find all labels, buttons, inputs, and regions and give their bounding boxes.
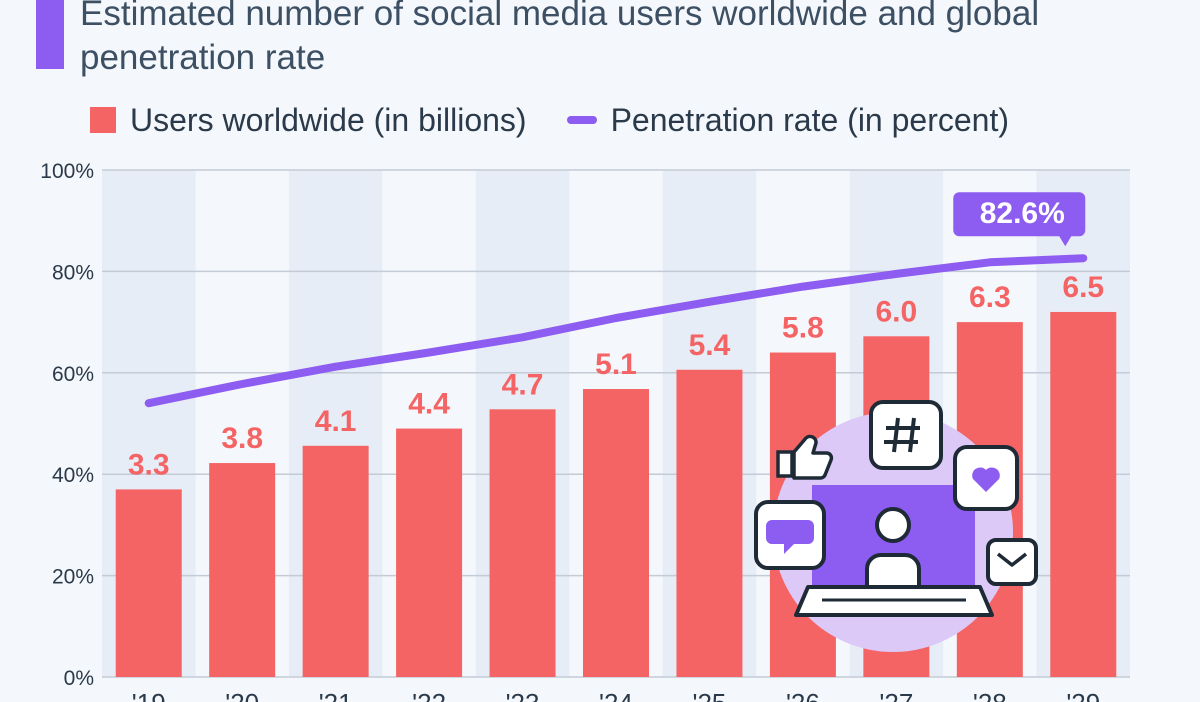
x-tick-label: '21 <box>319 688 353 702</box>
bar-value-label: 3.3 <box>128 448 170 481</box>
bar <box>489 409 556 677</box>
bar <box>115 489 182 677</box>
x-tick-label: '20 <box>225 688 259 702</box>
y-tick-label: 100% <box>40 160 94 183</box>
bar-value-label: 5.1 <box>595 348 637 381</box>
bar <box>302 445 369 677</box>
laptop-user-icon <box>794 485 994 617</box>
hashtag-icon <box>869 400 943 470</box>
envelope-icon <box>986 538 1038 586</box>
x-tick-label: '24 <box>599 688 633 702</box>
bar-value-label: 6.0 <box>876 295 918 328</box>
chat-bubble-icon <box>754 500 826 570</box>
y-axis-ticks: 0% 20% 40% 60% 80% 100% <box>40 160 94 690</box>
callout-box <box>953 192 1086 247</box>
y-tick-label: 0% <box>64 667 94 690</box>
bar <box>1050 311 1117 677</box>
title-accent-bar <box>36 0 64 69</box>
bar-value-label: 3.8 <box>221 422 263 455</box>
legend-label-rate: Penetration rate (in percent) <box>610 101 1009 138</box>
bar-value-label: 6.3 <box>969 281 1011 314</box>
x-tick-label: '22 <box>412 688 446 702</box>
x-tick-label: '23 <box>506 688 540 702</box>
bar-labels: 3.3 3.8 4.1 4.4 4.7 5.1 5.4 5.8 6.0 6.3 6.5 <box>128 271 1104 481</box>
x-tick-label: '29 <box>1066 688 1100 702</box>
x-tick-label: '25 <box>693 688 727 702</box>
x-tick-label: '19 <box>132 688 166 702</box>
chart-title: Estimated number of social media users w… <box>80 0 1040 77</box>
legend: Users worldwide (in billions) Penetratio… <box>90 98 1049 142</box>
legend-label-users: Users worldwide (in billions) <box>130 101 527 138</box>
heart-icon <box>953 445 1019 511</box>
bar-value-label: 4.7 <box>502 368 544 401</box>
bar-value-label: 5.8 <box>782 312 824 345</box>
legend-swatch-bar <box>90 107 116 133</box>
penetration-rate-line <box>144 254 1088 408</box>
bar-value-label: 6.5 <box>1062 271 1104 304</box>
y-tick-label: 20% <box>52 566 94 589</box>
legend-item-rate: Penetration rate (in percent) <box>566 101 1009 139</box>
x-tick-label: '26 <box>786 688 820 702</box>
x-axis-ticks: '19 '20 '21 '22 '23 '24 '25 '26 '27 '28 '29 <box>132 688 1100 702</box>
thumbs-up-icon <box>776 434 834 480</box>
callout-label: 82.6% <box>980 197 1065 230</box>
bar <box>209 463 276 677</box>
bar-value-label: 4.4 <box>408 388 450 421</box>
legend-item-users: Users worldwide (in billions) <box>90 102 527 139</box>
x-tick-label: '27 <box>879 688 913 702</box>
callout-last-value: 82.6% <box>953 192 1086 247</box>
y-tick-label: 60% <box>52 363 94 386</box>
y-tick-label: 40% <box>52 464 94 487</box>
bar-value-label: 4.1 <box>315 405 357 438</box>
legend-swatch-line <box>566 116 597 124</box>
x-tick-label: '28 <box>973 688 1007 702</box>
y-tick-label: 80% <box>52 261 94 284</box>
bar <box>676 369 743 677</box>
bar <box>396 428 463 677</box>
bar-value-label: 5.4 <box>689 329 731 362</box>
social-media-illustration <box>754 400 1038 652</box>
bar <box>583 389 649 677</box>
